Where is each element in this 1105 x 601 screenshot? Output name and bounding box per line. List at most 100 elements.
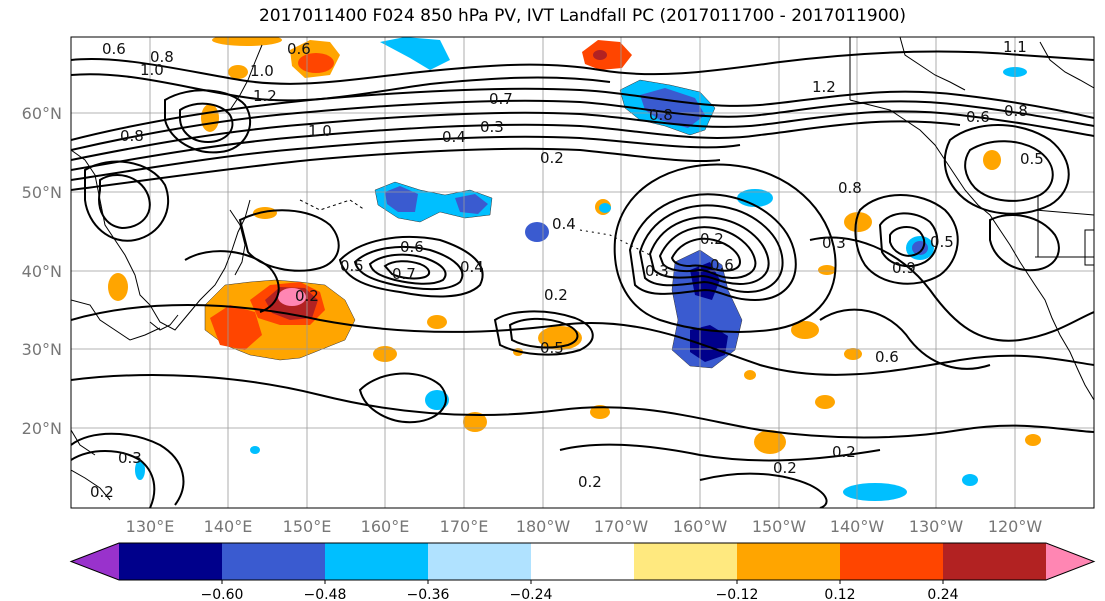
colorbar-segment [119, 543, 223, 580]
contour-label: 0.4 [460, 258, 484, 276]
map-border [70, 36, 1095, 509]
longitude-labels: 130°E 140°E 150°E 160°E 170°E 180°W 170°… [126, 517, 1043, 536]
lon-label: 170°E [440, 517, 489, 536]
lon-label: 160°W [673, 517, 728, 536]
latitude-labels: 60°N 50°N 40°N 30°N 20°N [22, 104, 62, 438]
colorbar-tick-label: 0.24 [927, 587, 958, 601]
contour-label: 0.8 [649, 106, 673, 124]
lat-label: 20°N [22, 419, 62, 438]
pv-positive-region [593, 50, 607, 60]
contour-label: 0.4 [442, 128, 466, 146]
pv-positive-region [463, 412, 487, 432]
pv-negative-region [455, 194, 488, 214]
coastlines [71, 37, 1094, 501]
contour-label: 0.2 [544, 286, 568, 304]
contour-label: 0.3 [118, 449, 142, 467]
pv-negative-region [135, 460, 145, 480]
contour-label: 0.4 [552, 215, 576, 233]
pv-negative-region [380, 37, 450, 70]
colorbar: −0.60 −0.48 −0.36 −0.24 −0.12 0.12 0.24 [69, 542, 1096, 601]
lon-label: 150°W [752, 517, 807, 536]
colorbar-segment [737, 543, 841, 580]
pv-negative-region [525, 222, 549, 242]
contour-label: 0.3 [822, 234, 846, 252]
lon-label: 180°W [516, 517, 571, 536]
contour-label: 0.6 [966, 108, 990, 126]
pv-negative-region [599, 203, 611, 213]
colorbar-segment [428, 543, 532, 580]
contour-label: 0.8 [1004, 102, 1028, 120]
pv-negative-region [425, 390, 449, 410]
contour-label: 0.2 [832, 443, 856, 461]
contour-label: 0.8 [838, 179, 862, 197]
contour-label: 0.6 [710, 256, 734, 274]
contour-label: 0.2 [700, 230, 724, 248]
contour-label: 0.7 [392, 265, 416, 283]
contour-label: 0.8 [150, 48, 174, 66]
pv-negative-region [250, 446, 260, 454]
pv-positive-region [754, 430, 786, 454]
pv-positive-region [108, 273, 128, 301]
lon-label: 140°E [204, 517, 253, 536]
pv-negative-region [385, 186, 418, 212]
pv-positive-region [844, 212, 872, 232]
pv-negative-region [690, 325, 728, 362]
contour-label: 0.2 [773, 459, 797, 477]
contour-label: 0.3 [480, 118, 504, 136]
contour-label: 1.0 [308, 122, 332, 140]
pv-positive-region [201, 104, 219, 132]
pv-positive-region [744, 370, 756, 380]
contour-label: 0.2 [295, 287, 319, 305]
pv-positive-region [590, 405, 610, 419]
contour-label: 0.8 [120, 127, 144, 145]
pv-positive-region [844, 348, 862, 360]
contour-label: 0.5 [930, 233, 954, 251]
contour-label: 0.5 [1020, 150, 1044, 168]
contour-label: 0.5 [340, 257, 364, 275]
colorbar-tick-label: −0.36 [407, 587, 450, 601]
contour-label: 0.2 [540, 149, 564, 167]
colorbar-extend-low [71, 543, 119, 580]
pv-positive-region [983, 150, 1001, 170]
grid-lines [71, 37, 1094, 508]
map-background [71, 37, 1094, 508]
colorbar-tick-label: −0.24 [510, 587, 553, 601]
contour-label: 1.0 [140, 61, 164, 79]
contour-label: 1.1 [1003, 38, 1027, 56]
contour-label: 1.0 [250, 62, 274, 80]
colorbar-extend-high [1046, 543, 1094, 580]
pv-positive-region [427, 315, 447, 329]
lat-label: 50°N [22, 183, 62, 202]
lon-label: 170°W [594, 517, 649, 536]
pv-peak-region [278, 288, 306, 306]
lon-label: 140°W [830, 517, 885, 536]
contour-label: 0.7 [489, 90, 513, 108]
colorbar-tick-label: −0.48 [304, 587, 347, 601]
pv-positive-region [791, 321, 819, 339]
map-title: 2017011400 F024 850 hPa PV, IVT Landfall… [258, 6, 906, 26]
contour-label: 0.2 [90, 483, 114, 501]
ivt-contours [71, 50, 1094, 508]
lon-label: 130°W [909, 517, 964, 536]
pv-negative-region [843, 483, 907, 501]
contour-label: 0.6 [875, 348, 899, 366]
colorbar-tick-label: 0.12 [824, 587, 855, 601]
colorbar-tick-label: −0.60 [201, 587, 244, 601]
lon-label: 120°W [988, 517, 1043, 536]
colorbar-segment [840, 543, 944, 580]
contour-label: 1.2 [253, 87, 277, 105]
pv-positive-region [1025, 434, 1041, 446]
colorbar-segment [634, 543, 738, 580]
contour-label: 1.2 [812, 78, 836, 96]
contour-label: 0.6 [400, 238, 424, 256]
lon-label: 150°E [283, 517, 332, 536]
colorbar-segment [325, 543, 429, 580]
contour-label: 0.6 [287, 40, 311, 58]
lon-label: 130°E [126, 517, 175, 536]
contour-label: 0.6 [102, 40, 126, 58]
pv-negative-region [737, 189, 773, 207]
contour-labels: 0.6 0.8 1.0 1.2 0.6 0.7 0.4 0.3 0.2 1.2 … [90, 38, 1044, 501]
lon-label: 160°E [361, 517, 410, 536]
colorbar-segment [531, 543, 635, 580]
